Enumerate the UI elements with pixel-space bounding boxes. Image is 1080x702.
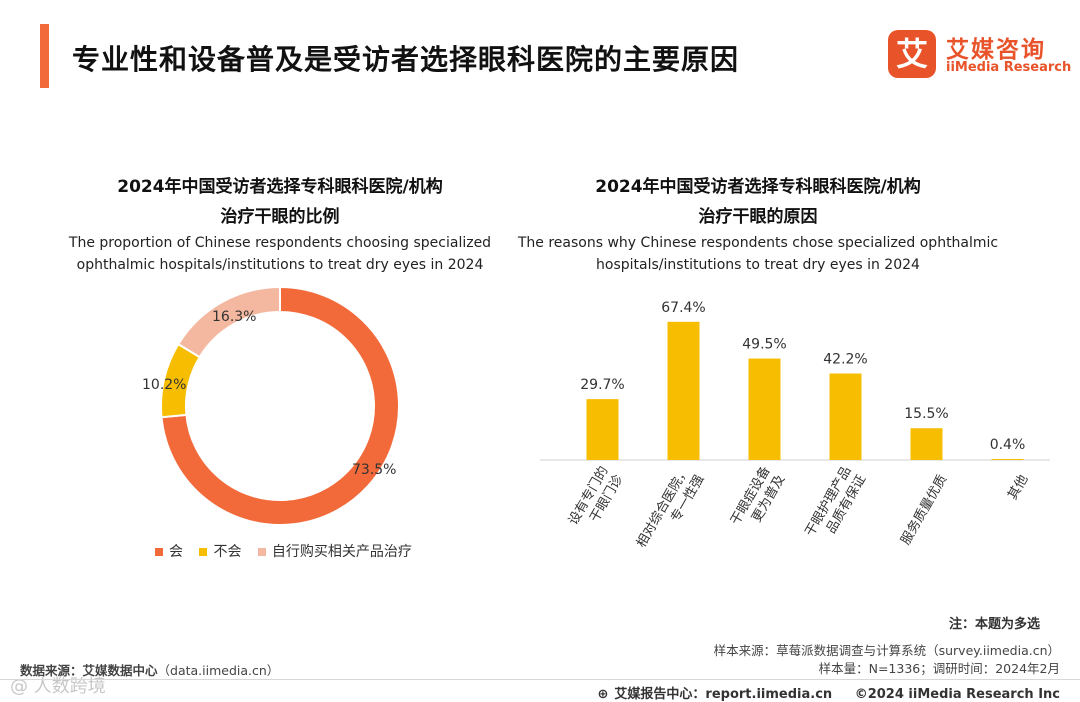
data-source-url: （data.iimedia.cn） (157, 663, 280, 678)
donut-title-en-line2: ophthalmic hospitals/institutions to tre… (76, 257, 484, 273)
title-accent-bar (40, 24, 49, 88)
logo-english-text: iiMedia Research (946, 60, 1072, 75)
bar-category-label: 其他 (1005, 473, 1031, 503)
donut-legend: 会 不会 自行购买相关产品治疗 (155, 541, 424, 561)
legend-item-no: 不会 (199, 541, 241, 561)
donut-title-cn-line1: 2024年中国受访者选择专科眼科医院/机构 (117, 177, 443, 197)
legend-swatch-icon (155, 548, 163, 556)
copyright: ©2024 iiMedia Research Inc (854, 687, 1060, 702)
legend-item-yes: 会 (155, 541, 183, 561)
watermark-text: @ 人数跨境 (10, 676, 106, 697)
page-title: 专业性和设备普及是受访者选择眼科医院的主要原因 (72, 43, 740, 76)
bar-chart-subtitle: The reasons why Chinese respondents chos… (506, 232, 1010, 276)
bar-title-cn-line1: 2024年中国受访者选择专科眼科医院/机构 (595, 177, 921, 197)
bar-value-label: 42.2% (823, 351, 867, 367)
report-center: 艾媒报告中心：report.iimedia.cn (614, 687, 833, 702)
bar (910, 428, 943, 460)
bar-value-label: 67.4% (661, 300, 705, 316)
bar (586, 399, 619, 460)
bar-value-label: 49.5% (742, 337, 786, 353)
iimedia-logo: 艾 艾媒咨询 iiMedia Research (888, 30, 1072, 80)
legend-swatch-icon (257, 548, 266, 556)
globe-icon: ⊕ (597, 687, 609, 702)
bar (667, 321, 700, 460)
donut-slice (160, 285, 400, 526)
data-source: 数据来源：艾媒数据中心（data.iimedia.cn） (20, 660, 279, 679)
bar-chart-title: 2024年中国受访者选择专科眼科医院/机构 治疗干眼的原因 (516, 172, 1000, 232)
donut-chart-title: 2024年中国受访者选择专科眼科医院/机构 治疗干眼的比例 (40, 172, 520, 232)
logo-chinese-text: 艾媒咨询 (946, 37, 1046, 63)
bar-category-label: 服务质量优质 (897, 472, 950, 548)
bar-title-en-line1: The reasons why Chinese respondents chos… (517, 235, 999, 251)
donut-value-label: 73.5% (352, 462, 396, 478)
bar-value-label: 15.5% (904, 406, 948, 422)
data-source-label: 数据来源：艾媒数据中心 (20, 663, 158, 678)
sample-size: 样本量：N=1336；调研时间：2024年2月 (818, 661, 1060, 676)
donut-chart-subtitle: The proportion of Chinese respondents ch… (40, 232, 520, 276)
bar-chart: 29.7%设有专门的干眼门诊67.4%相对综合医院，专一性强49.5%干眼症设备… (540, 300, 1050, 550)
legend-swatch-icon (199, 548, 208, 556)
bar-value-label: 29.7% (580, 377, 624, 393)
donut-slice (176, 285, 281, 359)
legend-item-self-purchase: 自行购买相关产品治疗 (257, 541, 412, 561)
bar-title-cn-line2: 治疗干眼的原因 (698, 207, 818, 227)
footnote-multiple-choice: 注：本题为多选 (948, 617, 1040, 632)
donut-chart: 73.5% 10.2% 16.3% (142, 285, 400, 526)
footer-bar: ⊕ 艾媒报告中心：report.iimedia.cn ©2024 iiMedia … (592, 683, 1060, 702)
footer-divider (0, 679, 1080, 680)
logo-mark-icon: 艾 (888, 30, 936, 78)
legend-label: 不会 (213, 544, 242, 560)
bar (748, 358, 781, 460)
legend-label: 会 (169, 544, 183, 560)
sample-source: 样本来源：草莓派数据调查与计算系统（survey.iimedia.cn） (713, 643, 1060, 658)
donut-value-label: 10.2% (142, 377, 186, 393)
legend-label: 自行购买相关产品治疗 (271, 544, 412, 560)
bar (991, 459, 1024, 460)
bar-value-label: 0.4% (990, 437, 1026, 453)
donut-value-label: 16.3% (212, 309, 256, 325)
bar-title-en-line2: hospitals/institutions to treat dry eyes… (596, 257, 920, 273)
donut-title-cn-line2: 治疗干眼的比例 (220, 207, 340, 227)
bar (829, 373, 862, 460)
donut-title-en-line1: The proportion of Chinese respondents ch… (68, 235, 492, 251)
